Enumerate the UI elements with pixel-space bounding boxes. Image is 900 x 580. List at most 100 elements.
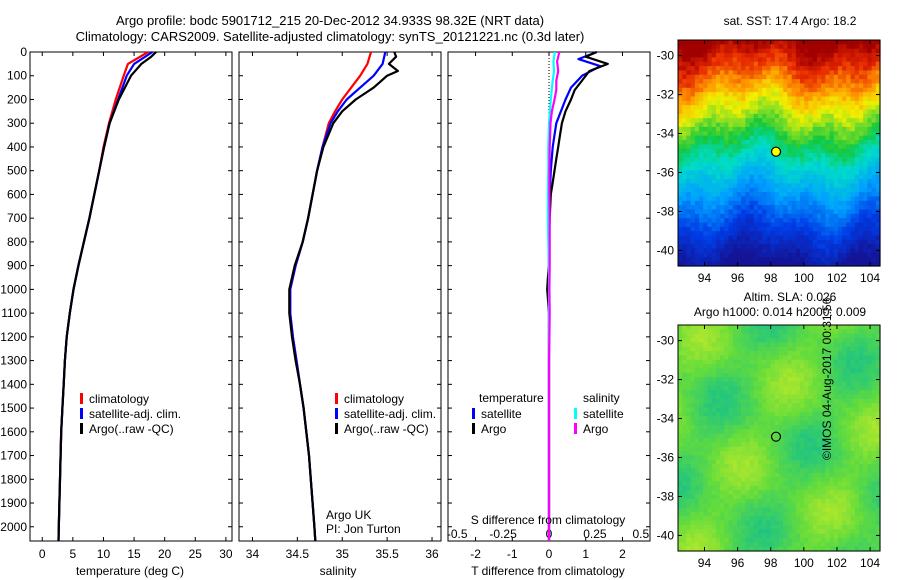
sla-map-cell (762, 520, 767, 526)
sla-map-cell (707, 394, 713, 400)
sla-map-cell (812, 446, 818, 452)
sla-map-cell (736, 503, 742, 509)
sst-map-cell (770, 231, 776, 237)
sst-map-cell (699, 239, 704, 245)
sla-map-cell (724, 403, 730, 409)
sla-map-cell (770, 442, 776, 448)
sla-map-cell (715, 503, 721, 509)
sst-map-cell (762, 113, 767, 119)
sst-map-cell (753, 261, 759, 267)
sst-map-cell (821, 196, 826, 202)
sla-map-cell (863, 446, 868, 452)
sst-map-cell (711, 53, 717, 58)
sst-map-cell (842, 166, 847, 171)
sla-map-cell (863, 329, 868, 335)
sla-map-cell (800, 416, 805, 422)
sla-map-cell (842, 377, 847, 383)
sst-map-cell (770, 74, 776, 80)
sla-map-cell (779, 446, 784, 452)
sst-map-cell (774, 135, 780, 141)
sst-map-cell (694, 100, 700, 106)
sst-map-cell (766, 44, 772, 50)
sst-map-cell (762, 135, 767, 141)
sst-map-cell (850, 209, 856, 215)
sst-map-cell (682, 92, 688, 98)
sst-map-cell (842, 139, 847, 145)
sst-map-cell (829, 257, 835, 263)
sla-map-cell (678, 516, 683, 522)
sla-map-cell (795, 398, 801, 404)
sst-map-cell (842, 53, 847, 58)
sla-map-cell (867, 438, 873, 443)
sla-map-cell (699, 333, 704, 339)
sst-map-cell (757, 157, 763, 163)
sst-map-cell (703, 92, 709, 98)
sst-map-cell (678, 40, 683, 45)
sla-map-cell (825, 403, 831, 409)
sla-map-cell (749, 520, 755, 526)
sla-map-cell (745, 433, 751, 439)
sla-map-cell (770, 364, 776, 370)
sla-map-cell (829, 407, 835, 413)
sst-map-cell (715, 222, 721, 228)
sla-map-cell (825, 381, 831, 387)
sla-map-cell (837, 390, 843, 396)
sla-map-cell (795, 503, 801, 509)
sst-map-cell (795, 83, 801, 89)
sla-map-cell (846, 355, 852, 361)
sst-map-cell (821, 244, 826, 250)
sla-map-cell (724, 464, 730, 470)
sla-map-cell (779, 420, 784, 426)
sst-map-cell (858, 196, 864, 202)
sst-map-cell (736, 187, 742, 193)
sst-map-cell (779, 113, 784, 119)
sla-map-cell (816, 451, 822, 456)
sst-map-cell (703, 144, 709, 150)
sla-map-cell (854, 503, 860, 509)
sla-map-cell (808, 472, 814, 478)
sst-map-cell (837, 205, 843, 211)
sla-map-cell (694, 351, 700, 357)
sla-map-cell (732, 511, 738, 517)
sst-map-cell (846, 222, 852, 228)
sst-map-cell (745, 74, 751, 80)
sla-map-cell (678, 429, 683, 435)
sla-map-cell (757, 485, 763, 491)
sla-map-cell (736, 485, 742, 491)
sla-map-cell (846, 333, 852, 339)
sst-map-cell (762, 222, 767, 228)
sla-map-cell (774, 472, 780, 478)
sla-map-cell (690, 511, 696, 517)
sst-map-cell (774, 261, 780, 267)
sst-map-cell (821, 187, 826, 193)
sla-map-cell (808, 398, 814, 404)
sst-map-cell (842, 109, 847, 115)
sla-map-cell (682, 403, 688, 409)
sla-map-cell (745, 520, 751, 526)
sst-map-cell (871, 79, 877, 85)
sst-map-cell (779, 205, 784, 211)
depth-tick-label: 0 (20, 45, 27, 59)
sla-map-cell (762, 368, 767, 374)
sst-map-cell (770, 239, 776, 245)
sst-map-cell (741, 257, 746, 263)
sla-map-cell (762, 403, 767, 409)
sla-map-cell (711, 346, 717, 352)
sst-map-cell (812, 131, 818, 137)
sst-map-cell (711, 179, 717, 185)
sla-map-cell (741, 351, 746, 357)
sla-map-cell (837, 329, 843, 335)
sst-map-cell (703, 174, 709, 180)
sla-map-cell (736, 368, 742, 374)
sst-map-cell (787, 252, 793, 258)
sla-map-cell (774, 381, 780, 387)
sst-map-cell (858, 213, 864, 219)
sla-map-cell (757, 416, 763, 422)
sst-map-cell (715, 196, 721, 202)
sla-map-cell (846, 498, 852, 504)
sla-map-cell (787, 381, 793, 387)
sla-map-cell (791, 481, 797, 487)
sst-map-cell (741, 231, 746, 237)
sst-map-cell (850, 118, 856, 124)
sst-map-cell (699, 183, 704, 189)
